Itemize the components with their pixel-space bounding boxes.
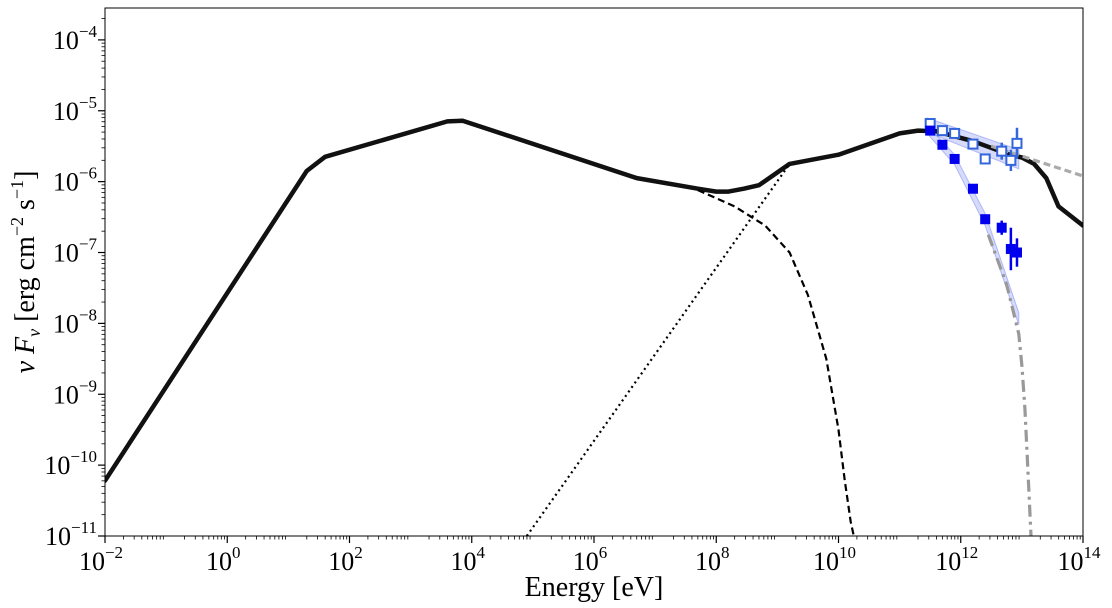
x-tick-label: 100: [206, 543, 241, 576]
x-tick-label: 1012: [935, 543, 978, 576]
y-axis-label-units-open: [erg cm: [10, 236, 41, 329]
x-tick-base: 10: [813, 547, 839, 576]
plot-area: [105, 8, 1083, 536]
y-tick-exponent: −10: [70, 447, 97, 466]
x-tick-exponent: 2: [354, 543, 363, 562]
y-tick-base: 10: [45, 522, 71, 551]
observed-data-point: [949, 153, 960, 164]
x-tick-label: 1010: [813, 543, 856, 576]
y-tick-base: 10: [53, 380, 79, 409]
x-tick-base: 10: [1058, 547, 1084, 576]
y-axis-label-exp1: −2: [7, 217, 27, 236]
observed-data-point: [980, 214, 991, 225]
x-tick-base: 10: [935, 547, 961, 576]
x-tick-exponent: 4: [477, 543, 486, 562]
y-tick-base: 10: [53, 26, 79, 55]
x-axis-label: Energy [eV]: [525, 572, 664, 603]
synchrotron-component-line: [697, 189, 855, 536]
y-tick-label: 10−6: [53, 164, 97, 197]
x-tick-exponent: 14: [1084, 543, 1102, 562]
y-tick-exponent: −5: [79, 93, 97, 112]
observed-data-point: [996, 222, 1007, 233]
y-tick-label: 10−7: [53, 235, 98, 268]
x-tick-label: 1014: [1058, 543, 1102, 576]
y-tick-label: 10−4: [53, 22, 98, 55]
y-tick-exponent: −9: [79, 376, 97, 395]
observed-data-point: [967, 183, 978, 194]
axes: 10−2 100 102 104 106 108 1010 1012 101410−1110−1…: [44, 18, 1102, 576]
y-axis-label: ν Fν [erg cm−2 s−1]: [7, 171, 44, 374]
intrinsic-data-point: [1005, 154, 1017, 166]
x-tick-label: 104: [451, 543, 486, 576]
gray-dashdot-absorbed-line: [986, 234, 1033, 536]
y-tick-exponent: −4: [79, 22, 98, 41]
y-tick-label: 10−9: [53, 376, 97, 409]
y-tick-exponent: −11: [71, 518, 97, 537]
y-tick-exponent: −8: [79, 305, 97, 324]
intrinsic-data-point: [949, 127, 961, 139]
x-tick-base: 10: [206, 547, 232, 576]
y-tick-base: 10: [53, 168, 79, 197]
x-tick-exponent: −2: [105, 543, 123, 562]
y-tick-exponent: −6: [79, 164, 97, 183]
y-tick-label: 10−11: [45, 518, 97, 551]
y-tick-base: 10: [53, 239, 79, 268]
data-markers: [924, 118, 1023, 271]
x-tick-base: 10: [695, 547, 721, 576]
x-tick-exponent: 6: [599, 543, 608, 562]
total-sed-line: [105, 118, 1083, 483]
x-tick-label: 102: [328, 543, 363, 576]
y-tick-base: 10: [53, 97, 79, 126]
x-tick-exponent: 12: [961, 543, 978, 562]
x-tick-base: 10: [79, 547, 105, 576]
x-tick-label: 10−2: [79, 543, 123, 576]
x-tick-exponent: 10: [839, 543, 856, 562]
x-tick-label: 106: [573, 543, 608, 576]
y-tick-base: 10: [53, 309, 79, 338]
x-tick-base: 10: [451, 547, 477, 576]
plot-frame: [104, 7, 1084, 537]
y-axis-label-symbol: ν F: [10, 336, 41, 373]
y-axis-label-units-mid: s: [10, 199, 41, 217]
intrinsic-data-point: [979, 153, 991, 165]
y-tick-exponent: −7: [79, 235, 98, 254]
observed-confidence-band: [926, 123, 1020, 325]
x-tick-base: 10: [573, 547, 599, 576]
y-tick-label: 10−8: [53, 305, 97, 338]
x-tick-base: 10: [328, 547, 354, 576]
intrinsic-data-point: [936, 125, 948, 137]
y-axis-label-units-close: ]: [10, 171, 41, 180]
intrinsic-data-point: [967, 138, 979, 150]
y-axis-label-subscript: ν: [24, 329, 44, 337]
inverse-compton-component-line: [525, 163, 791, 536]
y-tick-base: 10: [44, 451, 70, 480]
x-tick-exponent: 8: [721, 543, 730, 562]
y-tick-label: 10−5: [53, 93, 97, 126]
observed-data-point: [937, 139, 948, 150]
observed-data-point: [1011, 247, 1022, 258]
x-tick-label: 108: [695, 543, 730, 576]
y-tick-label: 10−10: [44, 447, 97, 480]
intrinsic-data-point: [996, 145, 1008, 157]
observed-data-point: [925, 125, 936, 136]
y-axis-label-exp2: −1: [7, 180, 27, 199]
x-tick-exponent: 0: [232, 543, 241, 562]
intrinsic-data-point: [1011, 137, 1023, 149]
